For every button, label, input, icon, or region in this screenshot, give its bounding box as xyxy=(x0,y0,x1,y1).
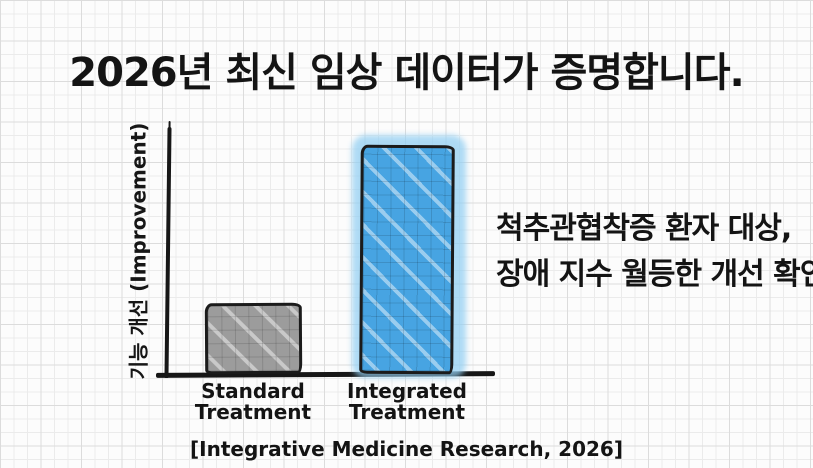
bar-standard-treatment xyxy=(204,302,303,375)
y-axis-line xyxy=(164,126,172,379)
annotation-text: 척추관협착증 환자 대상, 장애 지수 월등한 개선 확인. xyxy=(496,206,813,298)
bar-integrated-treatment xyxy=(359,144,455,375)
annotation-line-1: 척추관협착증 환자 대상, xyxy=(496,211,792,246)
annotation-line-2: 장애 지수 월등한 개선 확인. xyxy=(496,257,813,292)
page-title: 2026년 최신 임상 데이터가 증명합니다. xyxy=(69,50,744,96)
citation: [Integrative Medicine Research, 2026] xyxy=(190,437,623,461)
category-label-standard-treatment: Standard Treatment xyxy=(194,379,312,424)
category-label-integrated-treatment: Integrated Treatment xyxy=(347,379,467,424)
y-axis-label: 기능 개선 (Improvement) xyxy=(126,122,151,380)
